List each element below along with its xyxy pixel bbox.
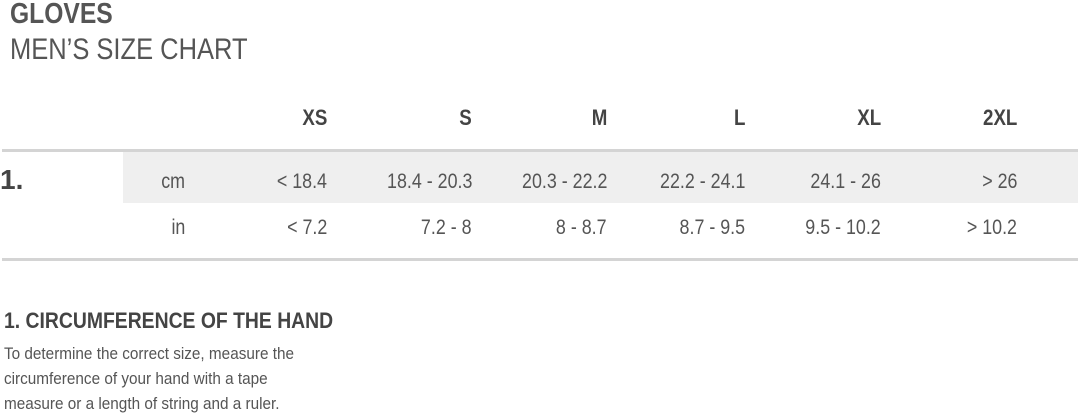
size-cell-in-xl: 9.5 - 10.2	[805, 216, 881, 239]
measurement-number: 1.	[0, 164, 24, 195]
page-subtitle: MEN’S SIZE CHART	[10, 33, 248, 66]
size-cell-in-m: 8 - 8.7	[556, 216, 607, 239]
size-header-2xl: 2XL	[982, 105, 1017, 130]
size-cell-cm-m: 20.3 - 22.2	[521, 170, 607, 193]
note-body: To determine the correct size, measure t…	[4, 344, 294, 413]
size-cell-cm-2xl: > 26	[981, 170, 1017, 193]
size-cell-in-s: 7.2 - 8	[421, 216, 472, 239]
size-cell-in-xs: < 7.2	[286, 216, 327, 239]
size-cell-cm-xl: 24.1 - 26	[810, 170, 881, 193]
cm-row-background	[123, 152, 1078, 203]
size-header-l: L	[733, 105, 745, 130]
size-cell-in-2xl: > 10.2	[966, 216, 1017, 239]
size-cell-cm-s: 18.4 - 20.3	[386, 170, 472, 193]
size-header-m: M	[591, 105, 607, 130]
unit-label-in: in	[171, 216, 185, 239]
size-header-xl: XL	[857, 105, 881, 130]
bottom-divider	[2, 258, 1078, 261]
page-title: GLOVES	[10, 0, 113, 30]
top-divider	[2, 149, 1078, 152]
unit-label-cm: cm	[161, 170, 185, 193]
note-title: 1. CIRCUMFERENCE OF THE HAND	[4, 308, 334, 333]
size-cell-cm-xs: < 18.4	[276, 170, 327, 193]
size-cell-cm-l: 22.2 - 24.1	[659, 170, 745, 193]
size-header-s: S	[459, 105, 472, 130]
size-header-xs: XS	[302, 105, 327, 130]
size-cell-in-l: 8.7 - 9.5	[679, 216, 745, 239]
